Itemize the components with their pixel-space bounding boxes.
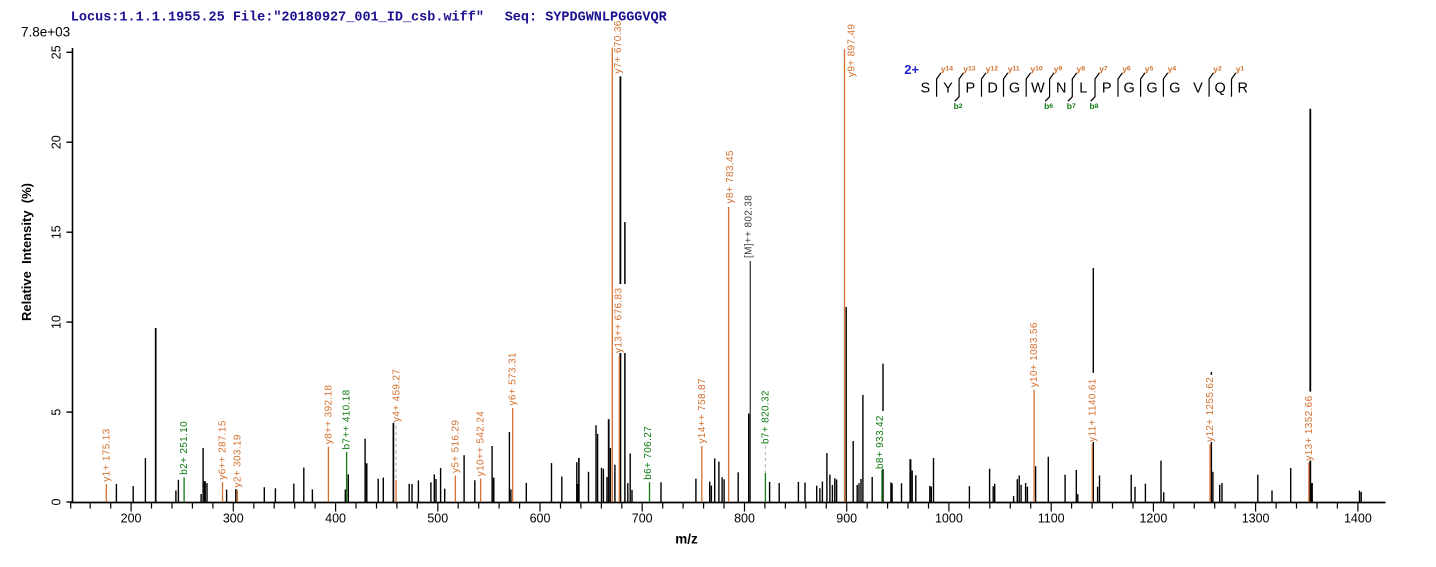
svg-text:y9: y9 (1054, 64, 1063, 74)
svg-text:y5+ 516.29: y5+ 516.29 (450, 420, 461, 473)
svg-text:900: 900 (836, 512, 857, 526)
svg-text:y12+ 1255.62: y12+ 1255.62 (1205, 377, 1216, 442)
svg-text:y5: y5 (1145, 64, 1154, 74)
svg-text:D: D (987, 81, 997, 97)
svg-text:V: V (1193, 81, 1203, 97)
svg-text:7.8e+03: 7.8e+03 (21, 25, 70, 40)
svg-text:y10+ 1083.56: y10+ 1083.56 (1029, 322, 1040, 387)
svg-text:y6: y6 (1122, 64, 1131, 74)
svg-text:300: 300 (223, 512, 244, 526)
svg-text:y9+ 897.49: y9+ 897.49 (847, 24, 858, 77)
svg-text:25: 25 (50, 45, 64, 59)
svg-text:S: S (920, 81, 930, 97)
svg-text:W: W (1031, 81, 1045, 97)
svg-text:1300: 1300 (1242, 512, 1270, 526)
svg-text:600: 600 (530, 512, 551, 526)
svg-text:1100: 1100 (1038, 512, 1065, 526)
svg-text:Locus:1.1.1.1955.25 File:"2018: Locus:1.1.1.1955.25 File:"20180927_001_I… (71, 11, 484, 26)
svg-text:Seq: SYPDGWNLPGGGVQR: Seq: SYPDGWNLPGGGVQR (505, 11, 668, 26)
svg-text:y7+ 670.36: y7+ 670.36 (613, 20, 624, 73)
svg-text:b8+ 933.42: b8+ 933.42 (875, 415, 886, 469)
svg-text:y4+ 459.27: y4+ 459.27 (391, 369, 402, 422)
svg-text:400: 400 (325, 512, 346, 526)
svg-text:2+: 2+ (904, 62, 919, 77)
svg-text:y2+ 303.19: y2+ 303.19 (232, 434, 243, 487)
svg-text:15: 15 (50, 225, 64, 239)
svg-text:0: 0 (50, 498, 64, 505)
svg-text:y1: y1 (1236, 64, 1245, 74)
svg-text:b6+ 706.27: b6+ 706.27 (643, 426, 654, 480)
svg-text:y10: y10 (1030, 64, 1043, 74)
svg-text:y10++ 542.24: y10++ 542.24 (476, 411, 487, 476)
svg-text:y1+ 175.13: y1+ 175.13 (101, 428, 112, 481)
svg-text:y8+ 783.45: y8+ 783.45 (725, 150, 736, 203)
svg-text:5: 5 (50, 409, 64, 416)
svg-text:1200: 1200 (1139, 512, 1167, 526)
svg-text:y8++ 392.18: y8++ 392.18 (323, 385, 334, 445)
svg-text:y14: y14 (941, 64, 954, 74)
svg-text:500: 500 (427, 512, 448, 526)
svg-text:y13++ 676.83: y13++ 676.83 (614, 288, 625, 353)
svg-text:y13+ 1352.66: y13+ 1352.66 (1304, 395, 1315, 460)
svg-text:10: 10 (50, 315, 64, 329)
svg-text:800: 800 (734, 512, 755, 526)
svg-text:y11: y11 (1008, 64, 1020, 74)
svg-text:y14++ 758.87: y14++ 758.87 (697, 378, 708, 443)
svg-text:Relative Intensity (%): Relative Intensity (%) (19, 183, 34, 321)
svg-text:1000: 1000 (935, 512, 963, 526)
svg-text:G: G (1124, 81, 1135, 97)
svg-text:R: R (1237, 81, 1247, 97)
svg-text:b7++ 410.18: b7++ 410.18 (342, 389, 353, 449)
svg-text:y13: y13 (963, 64, 976, 74)
svg-text:G: G (1146, 81, 1157, 97)
svg-text:Q: Q (1215, 81, 1226, 97)
svg-text:Y: Y (943, 81, 953, 97)
svg-text:y4: y4 (1168, 64, 1177, 74)
svg-text:[M]++ 802.38: [M]++ 802.38 (743, 195, 754, 258)
svg-text:20: 20 (50, 135, 64, 149)
svg-text:y6+ 573.31: y6+ 573.31 (508, 352, 519, 405)
svg-text:G: G (1009, 81, 1020, 97)
svg-text:1400: 1400 (1344, 512, 1372, 526)
svg-text:y6++ 287.15: y6++ 287.15 (218, 420, 229, 480)
svg-text:P: P (965, 81, 975, 97)
svg-text:b2: b2 (954, 101, 963, 111)
svg-text:G: G (1169, 81, 1180, 97)
svg-text:N: N (1056, 81, 1066, 97)
svg-text:700: 700 (632, 512, 653, 526)
svg-text:m/z: m/z (675, 532, 698, 547)
svg-text:L: L (1079, 81, 1087, 97)
svg-text:b2+ 251.10: b2+ 251.10 (179, 421, 190, 475)
svg-text:P: P (1102, 81, 1112, 97)
svg-text:y11+ 1140.61: y11+ 1140.61 (1087, 378, 1098, 442)
svg-text:b8: b8 (1090, 101, 1099, 111)
svg-text:y2: y2 (1213, 64, 1222, 74)
svg-text:y8: y8 (1077, 64, 1086, 74)
svg-text:b6: b6 (1044, 101, 1053, 111)
svg-text:200: 200 (121, 512, 142, 526)
svg-text:b7+ 820.32: b7+ 820.32 (761, 390, 772, 444)
svg-text:b7: b7 (1067, 101, 1076, 111)
svg-text:y12: y12 (986, 64, 999, 74)
svg-text:y7: y7 (1099, 64, 1108, 74)
